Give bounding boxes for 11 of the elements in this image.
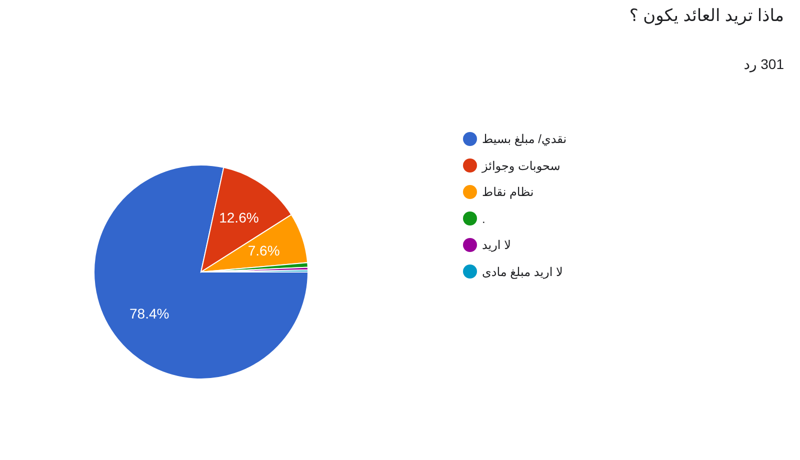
legend-label: . — [482, 210, 486, 226]
data-label: 78.4% — [130, 306, 170, 322]
data-label: 12.6% — [219, 210, 259, 226]
legend-label: لا اريد — [482, 237, 511, 253]
legend-label: نظام نقاط — [482, 184, 534, 200]
legend-label: لا اريد مبلغ مادى — [482, 264, 563, 280]
data-label: 7.6% — [248, 242, 280, 259]
text: ماذا تريد العائد يكون ؟ — [629, 6, 784, 26]
text: 301 رد — [744, 56, 784, 73]
legend-label: نقدي/ مبلغ بسيط — [482, 131, 567, 147]
legend-label: سحوبات وجوائز — [482, 158, 560, 174]
